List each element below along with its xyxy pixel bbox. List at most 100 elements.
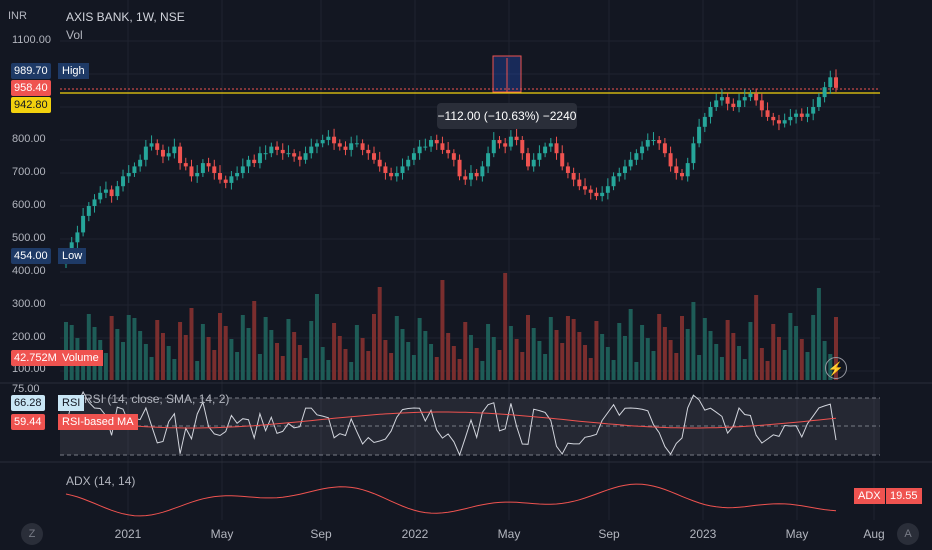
adx-value-tag: 19.55 [886, 488, 922, 504]
volume-bar [172, 359, 177, 380]
rsi-value-tag: 66.28 [11, 395, 45, 411]
candle-body [714, 100, 719, 107]
candle-body [685, 163, 690, 177]
rsi-title[interactable]: RSI (14, close, SMA, 14, 2) [84, 392, 230, 406]
volume-bar [634, 362, 639, 380]
candle-body [520, 140, 525, 154]
volume-bar [480, 361, 485, 380]
candle-body [674, 166, 679, 173]
candle-body [514, 136, 519, 140]
candle-body [822, 87, 827, 98]
volume-bar [246, 328, 251, 380]
candle-body [600, 192, 605, 197]
candle-body [548, 143, 553, 147]
candle-body [126, 173, 131, 177]
candle-body [189, 166, 194, 177]
volume-bar [200, 324, 205, 380]
candle-body [765, 110, 770, 117]
volume-bar [275, 343, 280, 380]
symbol-title[interactable]: AXIS BANK, 1W, NSE [66, 10, 185, 24]
volume-bar [292, 332, 297, 380]
candle-body [263, 153, 268, 155]
candle-body [794, 113, 799, 117]
candle-body [486, 153, 491, 167]
volume-bar [440, 280, 445, 380]
candle-body [423, 146, 428, 148]
volume-bar [155, 320, 160, 380]
candle-body [617, 173, 622, 177]
candle-body [229, 176, 234, 183]
volume-bar [719, 357, 724, 380]
candle-body [223, 179, 228, 183]
volume-bar [235, 352, 240, 380]
volume-bar [577, 332, 582, 380]
volume-bar [622, 336, 627, 380]
volume-bar [183, 335, 188, 380]
volume-bar [446, 333, 451, 380]
volume-bar [799, 339, 804, 380]
candle-body [240, 166, 245, 173]
candle-body [303, 153, 308, 160]
volume-bar [560, 343, 565, 380]
rsi-tick: 75.00 [12, 383, 40, 395]
volume-bar [423, 331, 428, 380]
volume-bar [765, 361, 770, 380]
auto-scale-button[interactable]: A [897, 523, 919, 545]
candle-body [662, 143, 667, 154]
candle-body [429, 140, 434, 147]
candle-body [109, 189, 114, 197]
candle-body [372, 153, 376, 160]
rsi-line [65, 390, 837, 457]
volume-bar [531, 328, 536, 380]
candle-body [805, 113, 810, 117]
price-tick: 400.00 [12, 265, 46, 277]
candle-body [212, 166, 217, 173]
volume-value-tag: 42.752M [11, 350, 60, 366]
candle-body [411, 153, 416, 160]
candle-body [731, 103, 736, 107]
price-tick: 600.00 [12, 199, 46, 211]
volume-bar [776, 337, 781, 380]
volume-bar [491, 337, 496, 380]
candle-body [235, 173, 240, 177]
candle-body [543, 146, 548, 154]
candle-body [360, 143, 365, 150]
candle-body [594, 192, 599, 197]
candle-body [400, 166, 405, 173]
volume-bar [737, 346, 742, 380]
candle-body [657, 140, 662, 144]
volume-bar [651, 351, 656, 380]
yellow-level-tag: 942.80 [11, 97, 51, 113]
candle-body [771, 116, 776, 121]
volume-bar [429, 344, 434, 380]
candle-body [377, 159, 382, 167]
price-tick: 100.00 [12, 363, 46, 375]
volume-bar [571, 319, 576, 380]
candle-body [463, 176, 468, 180]
flash-icon[interactable]: ⚡ [825, 357, 847, 379]
adx-title[interactable]: ADX (14, 14) [66, 474, 136, 488]
candle-body [583, 186, 588, 190]
volume-bar [332, 323, 337, 380]
candle-body [297, 156, 302, 160]
candle-body [680, 173, 684, 177]
candle-body [218, 173, 222, 180]
volume-bar [149, 357, 154, 380]
z-button[interactable]: Z [21, 523, 43, 545]
candle-body [81, 215, 86, 233]
candle-body [702, 116, 707, 127]
volume-bar [691, 302, 696, 380]
candle-body [491, 140, 496, 154]
current-price-tag: 958.40 [11, 80, 51, 96]
volume-bar [520, 352, 525, 380]
candle-body [537, 153, 542, 160]
candle-body [86, 206, 91, 216]
candle-body [366, 149, 371, 154]
candle-body [759, 100, 764, 111]
volume-bar [628, 309, 633, 380]
volume-bar [748, 322, 753, 380]
volume-bar [731, 333, 736, 380]
volume-bar [383, 340, 388, 380]
candle-body [605, 186, 610, 193]
